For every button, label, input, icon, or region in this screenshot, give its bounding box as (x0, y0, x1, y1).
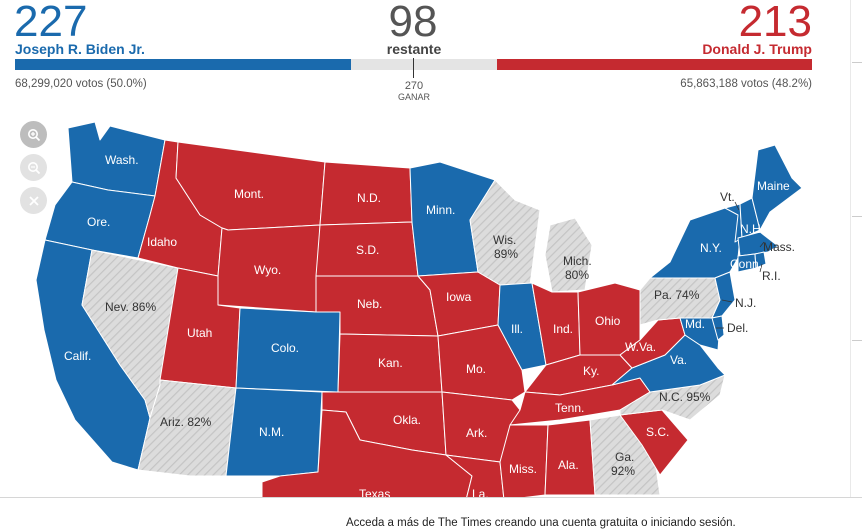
threshold-value: 270 (404, 80, 424, 92)
label-mich: Mich. (563, 254, 592, 268)
label-wis-pct: 89% (494, 247, 518, 261)
trump-popular-vote: 65,863,188 votos (48.2%) (680, 78, 812, 90)
trump-name: Donald J. Trump (702, 41, 812, 57)
label-nj: N.J. (735, 296, 756, 310)
close-icon (28, 195, 39, 206)
label-ky: Ky. (583, 364, 599, 378)
label-miss: Miss. (509, 462, 537, 476)
label-nh: N.H. (740, 222, 764, 236)
biden-name: Joseph R. Biden Jr. (15, 41, 145, 57)
state-ny[interactable] (649, 207, 743, 279)
label-ga-pct: 92% (611, 464, 635, 478)
label-wva: W.Va. (625, 340, 656, 354)
label-nev: Nev. 86% (105, 300, 156, 314)
label-nd: N.D. (357, 191, 381, 205)
threshold-label: 270 GANAR (393, 80, 435, 102)
label-wis: Wis. (493, 233, 516, 247)
label-iowa: Iowa (446, 290, 472, 304)
pointer-ri (759, 263, 763, 273)
reset-map-button[interactable] (20, 187, 47, 214)
label-va: Va. (670, 353, 687, 367)
state-ga[interactable] (589, 414, 661, 496)
biden-popular-vote: 68,299,020 votos (50.0%) (15, 78, 147, 90)
state-ri[interactable] (754, 251, 767, 269)
label-nm: N.M. (259, 425, 284, 439)
label-del: Del. (727, 321, 748, 335)
label-sc: S.C. (646, 425, 669, 439)
label-neb: Neb. (357, 297, 382, 311)
label-ala: Ala. (558, 458, 579, 472)
label-calif: Calif. (64, 349, 91, 363)
label-ohio: Ohio (595, 314, 621, 328)
sidebar-fragment (852, 62, 862, 63)
biden-electoral-bar (15, 59, 351, 70)
remaining-electoral-bar (351, 59, 497, 70)
zoom-in-button[interactable] (20, 121, 47, 148)
state-wis[interactable] (469, 179, 541, 286)
label-nc: N.C. 95% (659, 390, 711, 404)
label-mont: Mont. (234, 187, 264, 201)
label-vt: Vt. (720, 190, 735, 204)
state-mass[interactable] (737, 231, 779, 257)
pointer-mass (759, 241, 765, 248)
zoom-out-icon (27, 161, 40, 174)
zoom-out-button[interactable] (20, 154, 47, 181)
sidebar-fragment (852, 216, 862, 217)
label-wash: Wash. (105, 153, 139, 167)
label-ny: N.Y. (700, 241, 722, 255)
sidebar-divider (850, 0, 851, 531)
label-conn: Conn. (730, 257, 762, 271)
trump-electoral-bar (497, 59, 812, 70)
label-tenn: Tenn. (555, 401, 584, 415)
label-pa: Pa. 74% (654, 288, 700, 302)
signup-banner-text[interactable]: Acceda a más de The Times creando una cu… (346, 517, 736, 529)
threshold-marker (413, 58, 414, 78)
threshold-word: GANAR (397, 92, 430, 102)
label-ri: R.I. (762, 269, 781, 283)
label-sd: S.D. (356, 243, 379, 257)
remaining-electoral-count: 98 (388, 0, 438, 46)
label-ga: Ga. (615, 450, 634, 464)
remaining-label: restante (386, 41, 442, 57)
label-mo: Mo. (466, 362, 486, 376)
biden-electoral-count: 227 (14, 0, 88, 46)
sidebar-fragment (852, 340, 862, 341)
trump-electoral-count: 213 (738, 0, 812, 46)
label-okla: Okla. (393, 413, 421, 427)
state-maine[interactable] (751, 144, 803, 231)
label-ariz: Ariz. 82% (160, 415, 212, 429)
label-ind: Ind. (553, 322, 573, 336)
label-mich-pct: 80% (565, 268, 589, 282)
label-ill: Ill. (511, 322, 523, 336)
pointer-nj (721, 299, 733, 303)
label-utah: Utah (187, 326, 212, 340)
label-wyo: Wyo. (254, 263, 281, 277)
signup-banner[interactable]: Acceda a más de The Times creando una cu… (0, 497, 862, 531)
label-maine: Maine (757, 179, 790, 193)
label-colo: Colo. (271, 341, 299, 355)
label-ore: Ore. (87, 215, 110, 229)
label-kan: Kan. (378, 356, 403, 370)
label-mass: Mass. (763, 240, 795, 254)
zoom-in-icon (27, 128, 40, 141)
pointer-vt (734, 201, 740, 211)
state-ill[interactable] (497, 282, 547, 371)
label-minn: Minn. (426, 203, 455, 217)
label-md: Md. (685, 317, 705, 331)
label-ark: Ark. (466, 426, 487, 440)
label-idaho: Idaho (147, 235, 177, 249)
